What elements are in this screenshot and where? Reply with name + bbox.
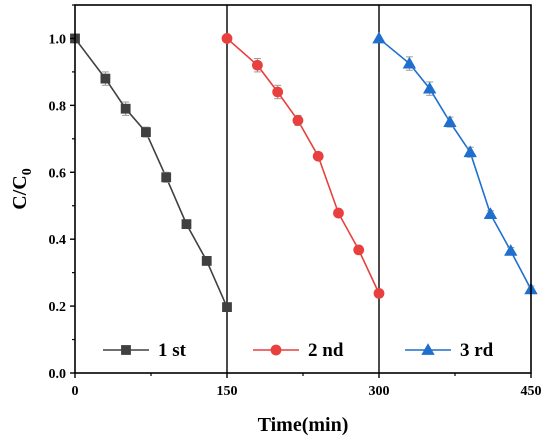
y-axis-title-main: C/C [9, 175, 31, 209]
x-tick-label: 0 [72, 384, 79, 399]
data-point [483, 207, 498, 219]
data-point [181, 219, 192, 230]
plot-frame [74, 4, 532, 374]
series-line [226, 37, 380, 294]
x-axis-title: Time(min) [258, 414, 349, 436]
x-tick-label: 300 [369, 384, 390, 399]
legend-marker [270, 344, 282, 356]
series-2 [221, 33, 385, 299]
x-tick-label: 150 [217, 384, 238, 399]
data-point [402, 56, 417, 69]
x-tick-label: 450 [521, 384, 542, 399]
data-point [292, 115, 304, 126]
data-point [353, 244, 365, 256]
data-point [504, 244, 518, 256]
data-point [251, 59, 263, 71]
data-point [100, 73, 111, 84]
data-point [333, 207, 344, 219]
y-tick-label: 1.0 [49, 32, 67, 47]
data-point [373, 287, 385, 299]
legend: 1 st 2 nd 3 rd [103, 340, 494, 361]
data-point [201, 256, 212, 266]
y-tick-label: 0.8 [49, 99, 67, 114]
y-tick-label: 0.6 [49, 166, 67, 181]
data-point [272, 86, 284, 98]
legend-label: 3 rd [460, 340, 494, 361]
data-point [221, 33, 233, 44]
x-axis: 0 150 300 450 [72, 373, 542, 399]
legend-label: 2 nd [308, 340, 344, 361]
y-tick-label: 0.0 [49, 367, 67, 382]
data-point [141, 127, 151, 138]
data-point [222, 302, 232, 312]
data-point [120, 103, 131, 114]
series-3 [372, 31, 538, 295]
y-axis-title: C/C0 [9, 168, 35, 209]
y-axis: 0.0 0.2 0.4 0.6 0.8 1.0 [49, 4, 75, 382]
y-axis-title-subscript: 0 [20, 168, 35, 175]
legend-marker [421, 343, 435, 355]
legend-marker [121, 345, 131, 355]
legend-label: 1 st [158, 340, 187, 361]
data-point [312, 150, 324, 162]
legend-item-1: 1 st [103, 340, 187, 361]
legend-item-2: 2 nd [253, 340, 344, 361]
legend-item-3: 3 rd [405, 340, 494, 361]
series-layer [70, 31, 538, 312]
series-line [74, 37, 228, 308]
data-point [463, 145, 477, 158]
data-point [443, 115, 457, 127]
data-point [161, 172, 172, 183]
data-point [422, 81, 437, 94]
data-point [372, 31, 386, 44]
y-tick-label: 0.2 [49, 300, 67, 315]
reference-lines [226, 5, 380, 373]
series-1 [70, 33, 232, 312]
y-tick-label: 0.4 [49, 233, 67, 248]
